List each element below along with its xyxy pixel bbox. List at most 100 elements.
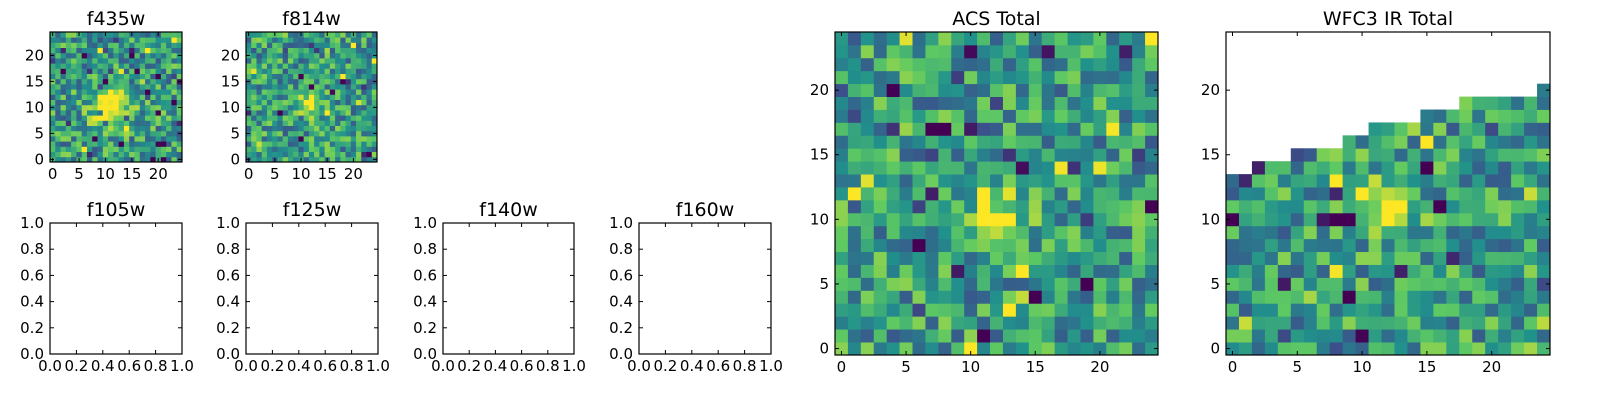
heatmap-cell bbox=[1368, 303, 1382, 317]
heatmap-cell bbox=[102, 52, 109, 59]
heatmap-cell bbox=[350, 68, 357, 74]
heatmap-cell bbox=[113, 84, 120, 90]
heatmap-cell bbox=[1420, 199, 1434, 214]
heatmap-cell bbox=[1407, 316, 1421, 330]
heatmap-cell bbox=[308, 32, 315, 38]
heatmap-cell bbox=[1446, 161, 1460, 175]
heatmap-cell bbox=[899, 161, 913, 175]
heatmap-cell bbox=[1290, 342, 1305, 356]
heatmap-cell bbox=[293, 99, 299, 106]
heatmap-cell bbox=[977, 122, 991, 136]
heatmap-cell bbox=[65, 84, 72, 90]
heatmap-cell bbox=[55, 110, 61, 116]
heatmap-cell bbox=[1433, 329, 1447, 343]
heatmap-cell bbox=[92, 99, 98, 106]
heatmap-cell bbox=[1106, 238, 1120, 253]
heatmap-cell bbox=[118, 89, 125, 95]
heatmap-cell bbox=[272, 120, 278, 126]
heatmap-cell bbox=[847, 277, 862, 291]
heatmap-cell bbox=[340, 63, 346, 69]
heatmap-cell bbox=[1381, 148, 1395, 162]
heatmap-cell bbox=[76, 94, 83, 100]
heatmap-cell bbox=[246, 89, 252, 95]
heatmap-cell bbox=[1002, 342, 1017, 356]
y-tick-label: 1.0 bbox=[609, 214, 633, 232]
heatmap-cell bbox=[977, 32, 991, 46]
heatmap-cell bbox=[145, 94, 151, 100]
heatmap-cell bbox=[938, 109, 952, 123]
heatmap-cell bbox=[1251, 277, 1266, 291]
heatmap-cell bbox=[92, 58, 98, 64]
heatmap-cell bbox=[329, 58, 336, 64]
heatmap-cell bbox=[81, 47, 88, 54]
heatmap-cell bbox=[129, 58, 135, 64]
heatmap-cell bbox=[1446, 342, 1460, 356]
heatmap-cell bbox=[938, 122, 952, 136]
heatmap-cell bbox=[938, 83, 952, 97]
heatmap-cell bbox=[925, 187, 939, 201]
heatmap-cell bbox=[1472, 212, 1486, 227]
heatmap-cell bbox=[1420, 329, 1434, 343]
heatmap-cell bbox=[1119, 277, 1133, 291]
heatmap-cell bbox=[108, 78, 114, 85]
heatmap-cell bbox=[129, 130, 135, 137]
heatmap-cell bbox=[1002, 148, 1017, 162]
heatmap-cell bbox=[97, 68, 104, 74]
heatmap-cell bbox=[118, 37, 125, 43]
heatmap-cell bbox=[1093, 135, 1107, 149]
heatmap-cell bbox=[1119, 329, 1133, 343]
heatmap-cell bbox=[246, 37, 252, 43]
heatmap-cell bbox=[1381, 122, 1395, 136]
heatmap-cell bbox=[81, 120, 88, 126]
heatmap-cell bbox=[1145, 83, 1159, 97]
heatmap-cell bbox=[1238, 342, 1253, 356]
heatmap-cell bbox=[324, 84, 331, 90]
heatmap-cell bbox=[293, 73, 299, 80]
heatmap-cell bbox=[366, 141, 373, 147]
heatmap-cell bbox=[340, 99, 346, 106]
heatmap-cell bbox=[97, 136, 104, 142]
heatmap-cell bbox=[1316, 148, 1331, 162]
heatmap-cell bbox=[899, 32, 913, 46]
heatmap-cell bbox=[1342, 303, 1356, 317]
heatmap-cell bbox=[298, 73, 305, 80]
heatmap-cell bbox=[990, 161, 1004, 175]
heatmap-cell bbox=[1368, 135, 1382, 149]
heatmap-cell bbox=[1459, 161, 1473, 175]
heatmap-cell bbox=[340, 84, 346, 90]
heatmap-cell bbox=[951, 135, 965, 149]
heatmap-cell bbox=[1459, 212, 1473, 227]
heatmap-cell bbox=[1054, 199, 1068, 214]
heatmap-cell bbox=[1119, 199, 1133, 214]
heatmap-cell bbox=[97, 94, 104, 100]
heatmap-cell bbox=[1433, 122, 1447, 136]
heatmap-cell bbox=[1041, 316, 1056, 330]
heatmap-cell bbox=[1041, 161, 1056, 175]
heatmap-cell bbox=[139, 151, 146, 158]
heatmap-cell bbox=[1433, 316, 1447, 330]
heatmap-cell bbox=[1080, 238, 1094, 253]
heatmap-cell bbox=[1041, 70, 1056, 85]
heatmap-cell bbox=[308, 115, 315, 121]
heatmap-cell bbox=[860, 316, 875, 330]
heatmap-cell bbox=[293, 130, 299, 137]
heatmap-cell bbox=[293, 120, 299, 126]
heatmap-cell bbox=[1511, 303, 1525, 317]
heatmap-cell bbox=[65, 68, 72, 74]
heatmap-cell bbox=[335, 146, 341, 152]
y-tick-label: 15 bbox=[1201, 146, 1220, 164]
heatmap-cell bbox=[108, 99, 114, 106]
heatmap-cell bbox=[176, 146, 183, 152]
heatmap-cell bbox=[319, 156, 325, 163]
heatmap-cell bbox=[964, 83, 978, 97]
heatmap-cell bbox=[1381, 264, 1395, 278]
heatmap-cell bbox=[951, 148, 965, 162]
heatmap-cell bbox=[1002, 96, 1017, 110]
heatmap-cell bbox=[324, 104, 331, 111]
heatmap-cell bbox=[108, 110, 114, 116]
heatmap-cell bbox=[1446, 238, 1460, 253]
heatmap-cell bbox=[314, 130, 320, 137]
heatmap-cell bbox=[277, 37, 284, 43]
heatmap-cell bbox=[873, 32, 888, 46]
heatmap-cell bbox=[97, 63, 104, 69]
